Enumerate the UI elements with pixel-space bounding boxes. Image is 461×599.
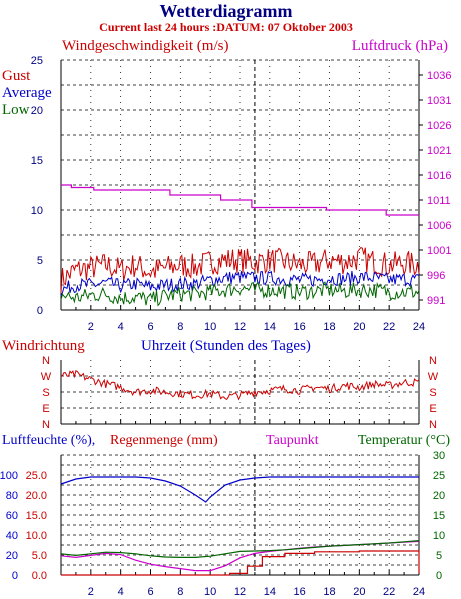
rain-title: Regenmenge (mm) <box>110 433 218 448</box>
hour-tick-label: 6 <box>147 321 153 333</box>
humidity-tick-label: 100 <box>0 470 18 482</box>
pressure-tick-label: 1001 <box>427 245 451 257</box>
hour-tick-label: 20 <box>353 586 365 598</box>
pressure-tick-label: 991 <box>427 295 445 307</box>
temperature-tick-label: 25 <box>433 470 445 482</box>
dewpoint-title: Taupunkt <box>266 433 319 448</box>
hour-tick-label: 16 <box>294 586 306 598</box>
series-humidity-line <box>60 476 419 503</box>
rain-tick-label: 25.0 <box>26 470 47 482</box>
wind-tick-label: 10 <box>31 205 43 217</box>
direction-label-left: N <box>42 355 50 367</box>
rain-tick-label: 5.0 <box>32 550 47 562</box>
hour-tick-label: 10 <box>204 586 216 598</box>
temperature-tick-label: 15 <box>433 510 445 522</box>
pressure-tick-label: 1031 <box>427 95 451 107</box>
hour-tick-label: 2 <box>88 586 94 598</box>
rain-tick-label: 20.0 <box>26 490 47 502</box>
direction-label-left: S <box>42 387 49 399</box>
temperature-title: Temperatur (°C) <box>358 433 450 448</box>
pressure-tick-label: 1036 <box>427 70 451 82</box>
hour-tick-label: 12 <box>234 586 246 598</box>
legend-low: Low <box>2 102 30 118</box>
hour-tick-label: 14 <box>264 586 276 598</box>
series-average-line <box>60 270 420 297</box>
direction-label-left: W <box>41 371 52 383</box>
hour-tick-label: 6 <box>147 586 153 598</box>
wind-tick-label: 25 <box>31 55 43 67</box>
humidity-tick-label: 20 <box>6 550 18 562</box>
pressure-tick-label: 1026 <box>427 120 451 132</box>
humidity-tick-label: 40 <box>6 530 18 542</box>
wind-tick-label: 15 <box>31 155 43 167</box>
hour-tick-label: 12 <box>234 321 246 333</box>
humidity-title: Luftfeuchte (%), <box>2 433 95 448</box>
hour-tick-label: 4 <box>118 321 124 333</box>
hour-tick-label: 24 <box>413 321 425 333</box>
humidity-tick-label: 80 <box>6 490 18 502</box>
pressure-tick-label: 1021 <box>427 145 451 157</box>
temperature-tick-label: 20 <box>433 490 445 502</box>
direction-label-right: N <box>429 419 437 431</box>
hour-tick-label: 24 <box>413 586 425 598</box>
hour-tick-label: 8 <box>177 321 183 333</box>
legend-gust: Gust <box>2 68 31 84</box>
wind-speed-axis-title: Windgeschwindigkeit (m/s) <box>62 38 228 54</box>
temperature-tick-label: 5 <box>436 550 442 562</box>
pressure-axis-title: Luftdruck (hPa) <box>352 38 448 54</box>
hour-tick-label: 18 <box>323 586 335 598</box>
hour-tick-label: 20 <box>353 321 365 333</box>
series-temperature-line <box>60 540 420 558</box>
hour-tick-label: 22 <box>383 586 395 598</box>
hour-tick-label: 22 <box>383 321 395 333</box>
wind-tick-label: 20 <box>31 105 43 117</box>
hour-tick-label: 4 <box>118 586 124 598</box>
wind-tick-label: 0 <box>37 305 43 317</box>
hour-tick-label: 2 <box>88 321 94 333</box>
pressure-tick-label: 1016 <box>427 170 451 182</box>
temperature-tick-label: 30 <box>433 450 445 462</box>
wind-direction-title: Windrichtung <box>2 338 85 354</box>
legend-average: Average <box>2 85 52 101</box>
page-title: Wetterdiagramm <box>160 1 293 21</box>
time-axis-title: Uhrzeit (Stunden des Tages) <box>141 338 311 354</box>
humidity-tick-label: 60 <box>6 510 18 522</box>
humidity-tick-label: 0 <box>12 570 18 582</box>
rain-tick-label: 10.0 <box>26 530 47 542</box>
page-subtitle: Current last 24 hours :DATUM: 07 Oktober… <box>99 20 353 34</box>
wind-tick-label: 5 <box>37 255 43 267</box>
direction-label-right: N <box>429 355 437 367</box>
hour-tick-label: 18 <box>323 321 335 333</box>
direction-label-right: W <box>428 371 439 383</box>
rain-tick-label: 0.0 <box>32 570 47 582</box>
pressure-tick-label: 996 <box>427 270 445 282</box>
hour-tick-label: 16 <box>294 321 306 333</box>
series-wind-direction-line <box>60 369 420 401</box>
pressure-tick-label: 1006 <box>427 220 451 232</box>
pressure-tick-label: 1011 <box>427 195 451 207</box>
direction-label-right: S <box>429 387 436 399</box>
series-rain-line <box>61 550 420 576</box>
direction-label-right: E <box>429 403 436 415</box>
hour-tick-label: 14 <box>264 321 276 333</box>
series-pressure-line <box>61 184 419 216</box>
direction-label-left: N <box>42 419 50 431</box>
hour-tick-label: 8 <box>177 586 183 598</box>
rain-tick-label: 15.0 <box>26 510 47 522</box>
hour-tick-label: 10 <box>204 321 216 333</box>
temperature-tick-label: 0 <box>436 570 442 582</box>
series-gust-line <box>60 247 420 294</box>
series-low-line <box>60 281 420 307</box>
temperature-tick-label: 10 <box>433 530 445 542</box>
direction-label-left: E <box>42 403 49 415</box>
